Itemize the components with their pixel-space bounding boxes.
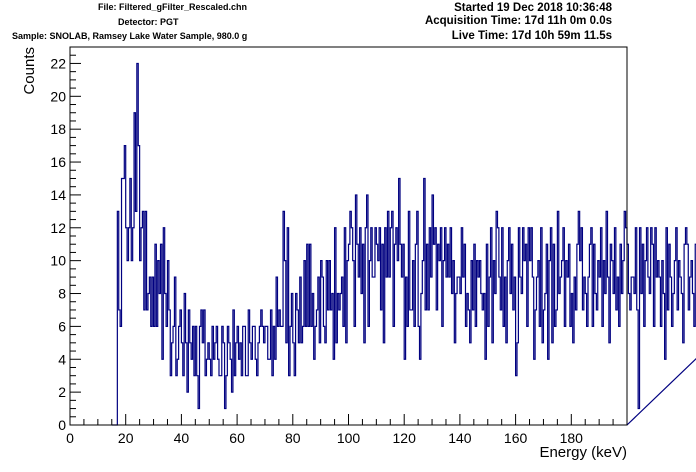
y-tick-labels: 0 2 4 6 8 10 12 14 16 18 20 22	[50, 55, 66, 433]
x-tick-label: 80	[285, 430, 301, 446]
x-tick-labels: 0 20 40 60 80 100 120 140 160 180	[66, 430, 583, 446]
y-tick-label: 8	[58, 286, 66, 302]
live-time-label: Live Time: 17d 10h 59m 11.5s	[451, 30, 612, 42]
x-tick-label: 180	[560, 430, 584, 446]
acquisition-time-label: Acquisition Time: 17d 11h 0m 0.0s	[424, 15, 612, 27]
y-tick-label: 10	[50, 253, 66, 269]
y-axis-title: Counts	[21, 47, 38, 95]
x-tick-label: 60	[229, 430, 245, 446]
plot-frame	[69, 46, 628, 426]
x-tick-label: 0	[66, 430, 74, 446]
y-tick-label: 14	[50, 187, 66, 203]
y-tick-label: 20	[50, 88, 66, 104]
spectrum-histogram	[111, 62, 696, 426]
x-tick-label: 100	[337, 430, 361, 446]
sample-label: Sample: SNOLAB, Ramsey Lake Water Sample…	[12, 31, 248, 41]
y-tick-label: 6	[58, 318, 66, 334]
x-tick-label: 40	[174, 430, 190, 446]
x-tick-label: 140	[448, 430, 472, 446]
x-tick-label: 160	[504, 430, 528, 446]
y-tick-label: 0	[58, 417, 66, 433]
y-tick-label: 16	[50, 154, 66, 170]
file-label: File: Filtered_gFilter_Rescaled.chn	[98, 2, 248, 12]
y-tick-label: 18	[50, 121, 66, 137]
detector-label: Detector: PGT	[118, 17, 179, 27]
y-tick-label: 22	[50, 55, 66, 71]
x-axis-title: Energy (keV)	[539, 444, 627, 461]
x-tick-label: 120	[393, 430, 417, 446]
y-tick-label: 2	[58, 384, 66, 400]
y-tick-label: 4	[58, 351, 66, 367]
started-label: Started 19 Dec 2018 10:36:48	[454, 2, 612, 14]
y-tick-label: 12	[50, 220, 66, 236]
axis-ticks	[69, 46, 628, 426]
x-tick-label: 20	[118, 430, 134, 446]
